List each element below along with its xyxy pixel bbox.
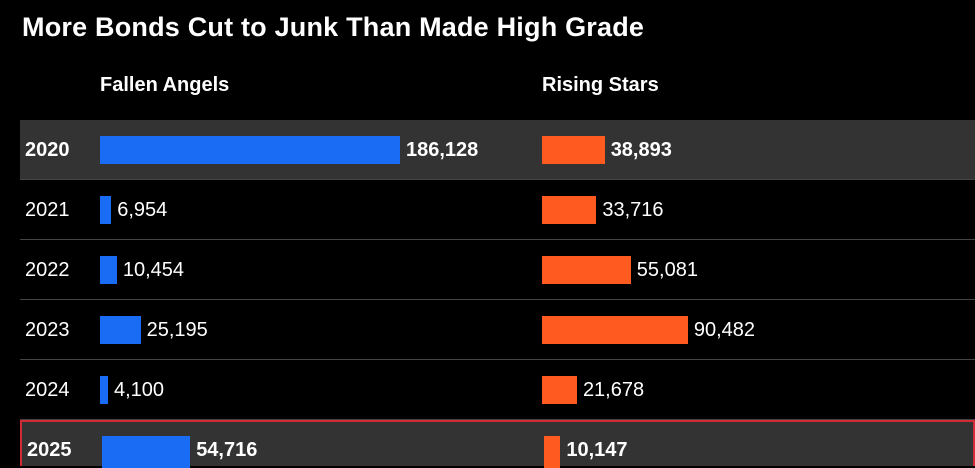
year-label: 2025 — [27, 439, 72, 461]
fallen-angels-header: Fallen Angels — [100, 74, 230, 96]
rising-stars-bar — [542, 196, 597, 224]
rising-stars-value: 33,716 — [602, 199, 664, 221]
rising-stars-bar — [542, 316, 688, 344]
fallen-angels-value: 25,195 — [146, 319, 208, 341]
rising-stars-value: 21,678 — [582, 379, 645, 401]
fallen-angels-bar — [100, 316, 141, 344]
rising-stars-header: Rising Stars — [542, 74, 659, 96]
year-label: 2024 — [25, 379, 70, 401]
fallen-angels-bar — [100, 196, 112, 224]
table-row: 2023 25,195 90,482 — [20, 300, 975, 360]
year-label: 2020 — [25, 139, 70, 161]
fallen-angels-value: 10,454 — [122, 259, 185, 281]
table-row: 2020 186,128 38,893 — [20, 120, 975, 180]
rising-stars-bar — [542, 376, 577, 404]
table-row: 2021 6,954 33,716 — [20, 180, 975, 240]
rising-stars-value: 90,482 — [693, 319, 755, 341]
fallen-angels-bar — [102, 436, 191, 468]
table-row: 2022 10,454 55,081 — [20, 240, 975, 300]
fallen-angels-value: 4,100 — [114, 379, 165, 401]
bar-table: 2020 186,128 38,893 2021 6,954 33,716 2022 10,4… — [20, 120, 975, 468]
rising-stars-value: 10,147 — [566, 439, 628, 461]
fallen-angels-bar — [100, 376, 108, 404]
table-row: 2025 54,716 10,147 — [20, 420, 975, 468]
fallen-angels-value: 6,954 — [117, 199, 168, 221]
rising-stars-bar — [542, 256, 631, 284]
fallen-angels-bar — [100, 136, 400, 164]
rising-stars-value: 55,081 — [636, 259, 698, 281]
rising-stars-bar — [544, 436, 561, 468]
year-label: 2023 — [25, 319, 70, 341]
table-row: 2024 4,100 21,678 — [20, 360, 975, 420]
fallen-angels-value: 54,716 — [196, 439, 258, 461]
fallen-angels-bar — [100, 256, 117, 284]
year-label: 2022 — [25, 259, 70, 281]
rising-stars-bar — [542, 136, 605, 164]
year-label: 2021 — [25, 199, 70, 221]
fallen-angels-value: 186,128 — [406, 139, 479, 161]
chart-title: More Bonds Cut to Junk Than Made High Gr… — [22, 12, 645, 42]
rising-stars-value: 38,893 — [610, 139, 672, 161]
